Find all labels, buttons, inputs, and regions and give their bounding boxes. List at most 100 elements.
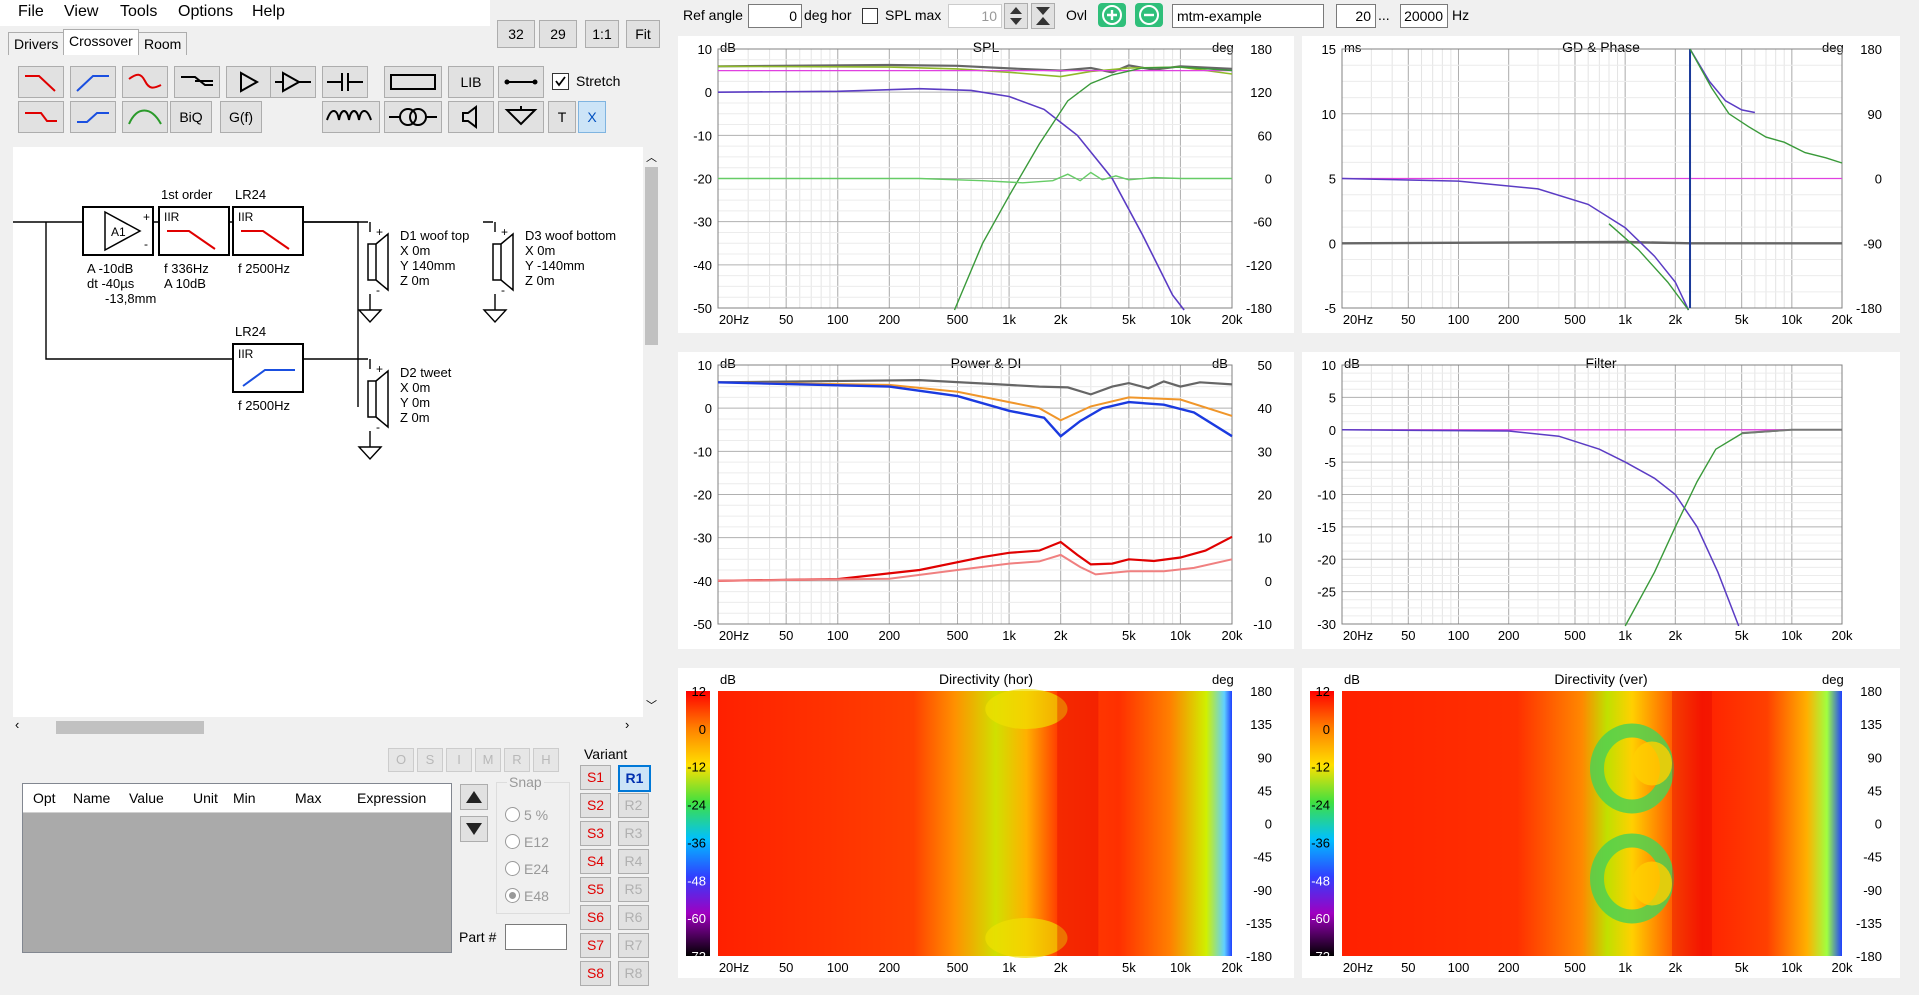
variant-s5-button[interactable]: S5 — [580, 877, 611, 902]
panel-dirv[interactable]: Directivity (ver) dB deg 12 0 -12 -24 -36 -48 -60… — [1302, 668, 1900, 978]
menu-file[interactable]: File — [18, 3, 44, 20]
parameter-table[interactable]: Opt Name Value Unit Min Max Expression — [22, 783, 452, 953]
scroll-left-icon[interactable]: ‹ — [15, 717, 20, 732]
capacitor-button[interactable] — [322, 66, 368, 98]
panel-dirh[interactable]: Directivity (hor) dB deg 12 0 -12 -24 -36 -48 -60… — [678, 668, 1294, 978]
biquad-button[interactable]: BiQ — [170, 101, 212, 133]
transformer-button[interactable] — [384, 101, 442, 133]
schematic-canvas[interactable]: A1 + - A -10dB dt -40µs -13,8mm 1st order IIR f … — [13, 147, 643, 717]
scroll-up-icon[interactable]: ︿ — [646, 152, 657, 164]
part-number-input[interactable] — [505, 924, 567, 950]
lowpass-red-2-button[interactable] — [18, 101, 64, 133]
opt-r-button[interactable]: R — [504, 748, 530, 772]
variant-s1-button[interactable]: S1 — [580, 765, 611, 790]
text-tool-button[interactable]: T — [548, 101, 576, 133]
resistor-button[interactable] — [384, 66, 442, 98]
amplifier-button[interactable] — [226, 66, 272, 98]
menu-tools[interactable]: Tools — [120, 3, 158, 20]
variant-r6-button[interactable]: R6 — [618, 905, 649, 930]
col-min[interactable]: Min — [233, 790, 256, 806]
opt-i-button[interactable]: I — [446, 748, 472, 772]
menu-view[interactable]: View — [64, 3, 99, 20]
highpass-blue-button[interactable] — [70, 66, 116, 98]
x-tool-button[interactable]: X — [578, 101, 606, 133]
plot-dirh[interactable]: Directivity (hor) dB deg 12 0 -12 -24 -36 -48 -60… — [678, 668, 1294, 978]
variant-r1-button[interactable]: R1 — [618, 765, 651, 792]
snap-e48-radio[interactable]: E48 — [505, 888, 549, 904]
wire-button[interactable] — [498, 66, 544, 98]
col-value[interactable]: Value — [129, 790, 164, 806]
allpass-button[interactable] — [174, 66, 220, 98]
zoom-32-button[interactable]: 32 — [497, 20, 535, 48]
variant-s4-button[interactable]: S4 — [580, 849, 611, 874]
library-button[interactable]: LIB — [448, 66, 494, 98]
variant-s2-button[interactable]: S2 — [580, 793, 611, 818]
panel-gd[interactable]: GD & Phase ms deg 20Hz 50 100 200 500 1k 2k 5k 10k 2… — [1302, 36, 1900, 333]
variant-r8-button[interactable]: R8 — [618, 961, 649, 986]
freq-from-input[interactable]: 20 — [1336, 4, 1376, 28]
tab-crossover[interactable]: Crossover — [63, 29, 139, 55]
first-order-block[interactable] — [158, 206, 230, 256]
snap-5pct-radio[interactable]: 5 % — [505, 807, 548, 823]
opt-o-button[interactable]: O — [388, 748, 414, 772]
variant-r5-button[interactable]: R5 — [618, 877, 649, 902]
variant-r3-button[interactable]: R3 — [618, 821, 649, 846]
col-max[interactable]: Max — [295, 790, 322, 806]
buffer-button[interactable] — [270, 66, 316, 98]
opt-h-button[interactable]: H — [533, 748, 559, 772]
driver-button[interactable] — [448, 101, 494, 133]
scroll-right-icon[interactable]: › — [625, 717, 630, 732]
snap-e12-radio[interactable]: E12 — [505, 834, 549, 850]
tab-drivers[interactable]: Drivers — [8, 32, 65, 55]
zoom-1to1-button[interactable]: 1:1 — [585, 20, 619, 48]
panel-spl[interactable]: SPL dB deg 20Hz 50 100 200 500 1k 2k 5k 10k 20k 10 0 -1… — [678, 36, 1294, 333]
inductor-button[interactable] — [322, 101, 380, 133]
tab-room[interactable]: Room — [138, 32, 188, 55]
spl-max-input[interactable]: 10 — [948, 4, 1002, 28]
shelf-red-button[interactable] — [122, 66, 168, 98]
vertical-scrollbar[interactable]: ︿ ﹀ — [643, 147, 660, 717]
panel-filter[interactable]: Filter dB 20Hz 50 100 200 500 1k 2k 5k 10k 20k 10 5 0-… — [1302, 352, 1900, 649]
horizontal-scrollbar[interactable]: ‹ › — [13, 717, 643, 736]
stretch-checkbox[interactable] — [552, 73, 569, 90]
variant-s3-button[interactable]: S3 — [580, 821, 611, 846]
variant-r7-button[interactable]: R7 — [618, 933, 649, 958]
project-name-input[interactable]: mtm-example — [1172, 4, 1324, 28]
opt-m-button[interactable]: M — [475, 748, 501, 772]
add-overlay-button[interactable] — [1098, 3, 1126, 27]
zoom-29-button[interactable]: 29 — [539, 20, 577, 48]
vertical-scroll-thumb[interactable] — [645, 167, 658, 345]
opt-s-button[interactable]: S — [417, 748, 443, 772]
spl-max-spinner[interactable] — [1004, 3, 1028, 29]
panel-power[interactable]: Power & DI dB dB 20Hz 50 100 200 500 1k 2k 5k 10k 20… — [678, 352, 1294, 649]
bandpass-green-button[interactable] — [122, 101, 168, 133]
transfer-function-button[interactable]: G(f) — [220, 101, 262, 133]
menu-help[interactable]: Help — [252, 3, 285, 20]
ref-angle-input[interactable]: 0 — [748, 4, 802, 28]
col-name[interactable]: Name — [73, 790, 111, 806]
variant-s6-button[interactable]: S6 — [580, 905, 611, 930]
plot-dirv[interactable]: Directivity (ver) dB deg 12 0 -12 -24 -36 -48 -60… — [1302, 668, 1900, 978]
scroll-down-icon[interactable]: ﹀ — [646, 700, 657, 712]
ground-button[interactable] — [498, 101, 544, 133]
remove-overlay-button[interactable] — [1135, 3, 1163, 27]
move-up-button[interactable] — [460, 784, 488, 810]
horizontal-scroll-thumb[interactable] — [56, 721, 204, 734]
variant-r4-button[interactable]: R4 — [618, 849, 649, 874]
lowpass-red-button[interactable] — [18, 66, 64, 98]
move-down-button[interactable] — [460, 816, 488, 842]
snap-e24-radio[interactable]: E24 — [505, 861, 549, 877]
col-opt[interactable]: Opt — [33, 790, 56, 806]
menu-options[interactable]: Options — [178, 3, 234, 20]
highpass-blue-2-button[interactable] — [70, 101, 116, 133]
col-expression[interactable]: Expression — [357, 790, 427, 806]
zoom-fit-button[interactable]: Fit — [626, 20, 660, 48]
variant-s7-button[interactable]: S7 — [580, 933, 611, 958]
spl-max-arrows-button[interactable] — [1031, 3, 1055, 29]
col-unit[interactable]: Unit — [193, 790, 218, 806]
